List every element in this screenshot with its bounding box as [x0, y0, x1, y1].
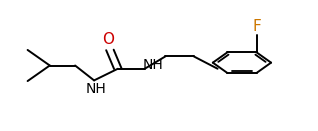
Text: F: F	[252, 18, 261, 34]
Text: O: O	[102, 32, 114, 47]
Text: NH: NH	[85, 82, 106, 96]
Text: NH: NH	[143, 58, 164, 72]
